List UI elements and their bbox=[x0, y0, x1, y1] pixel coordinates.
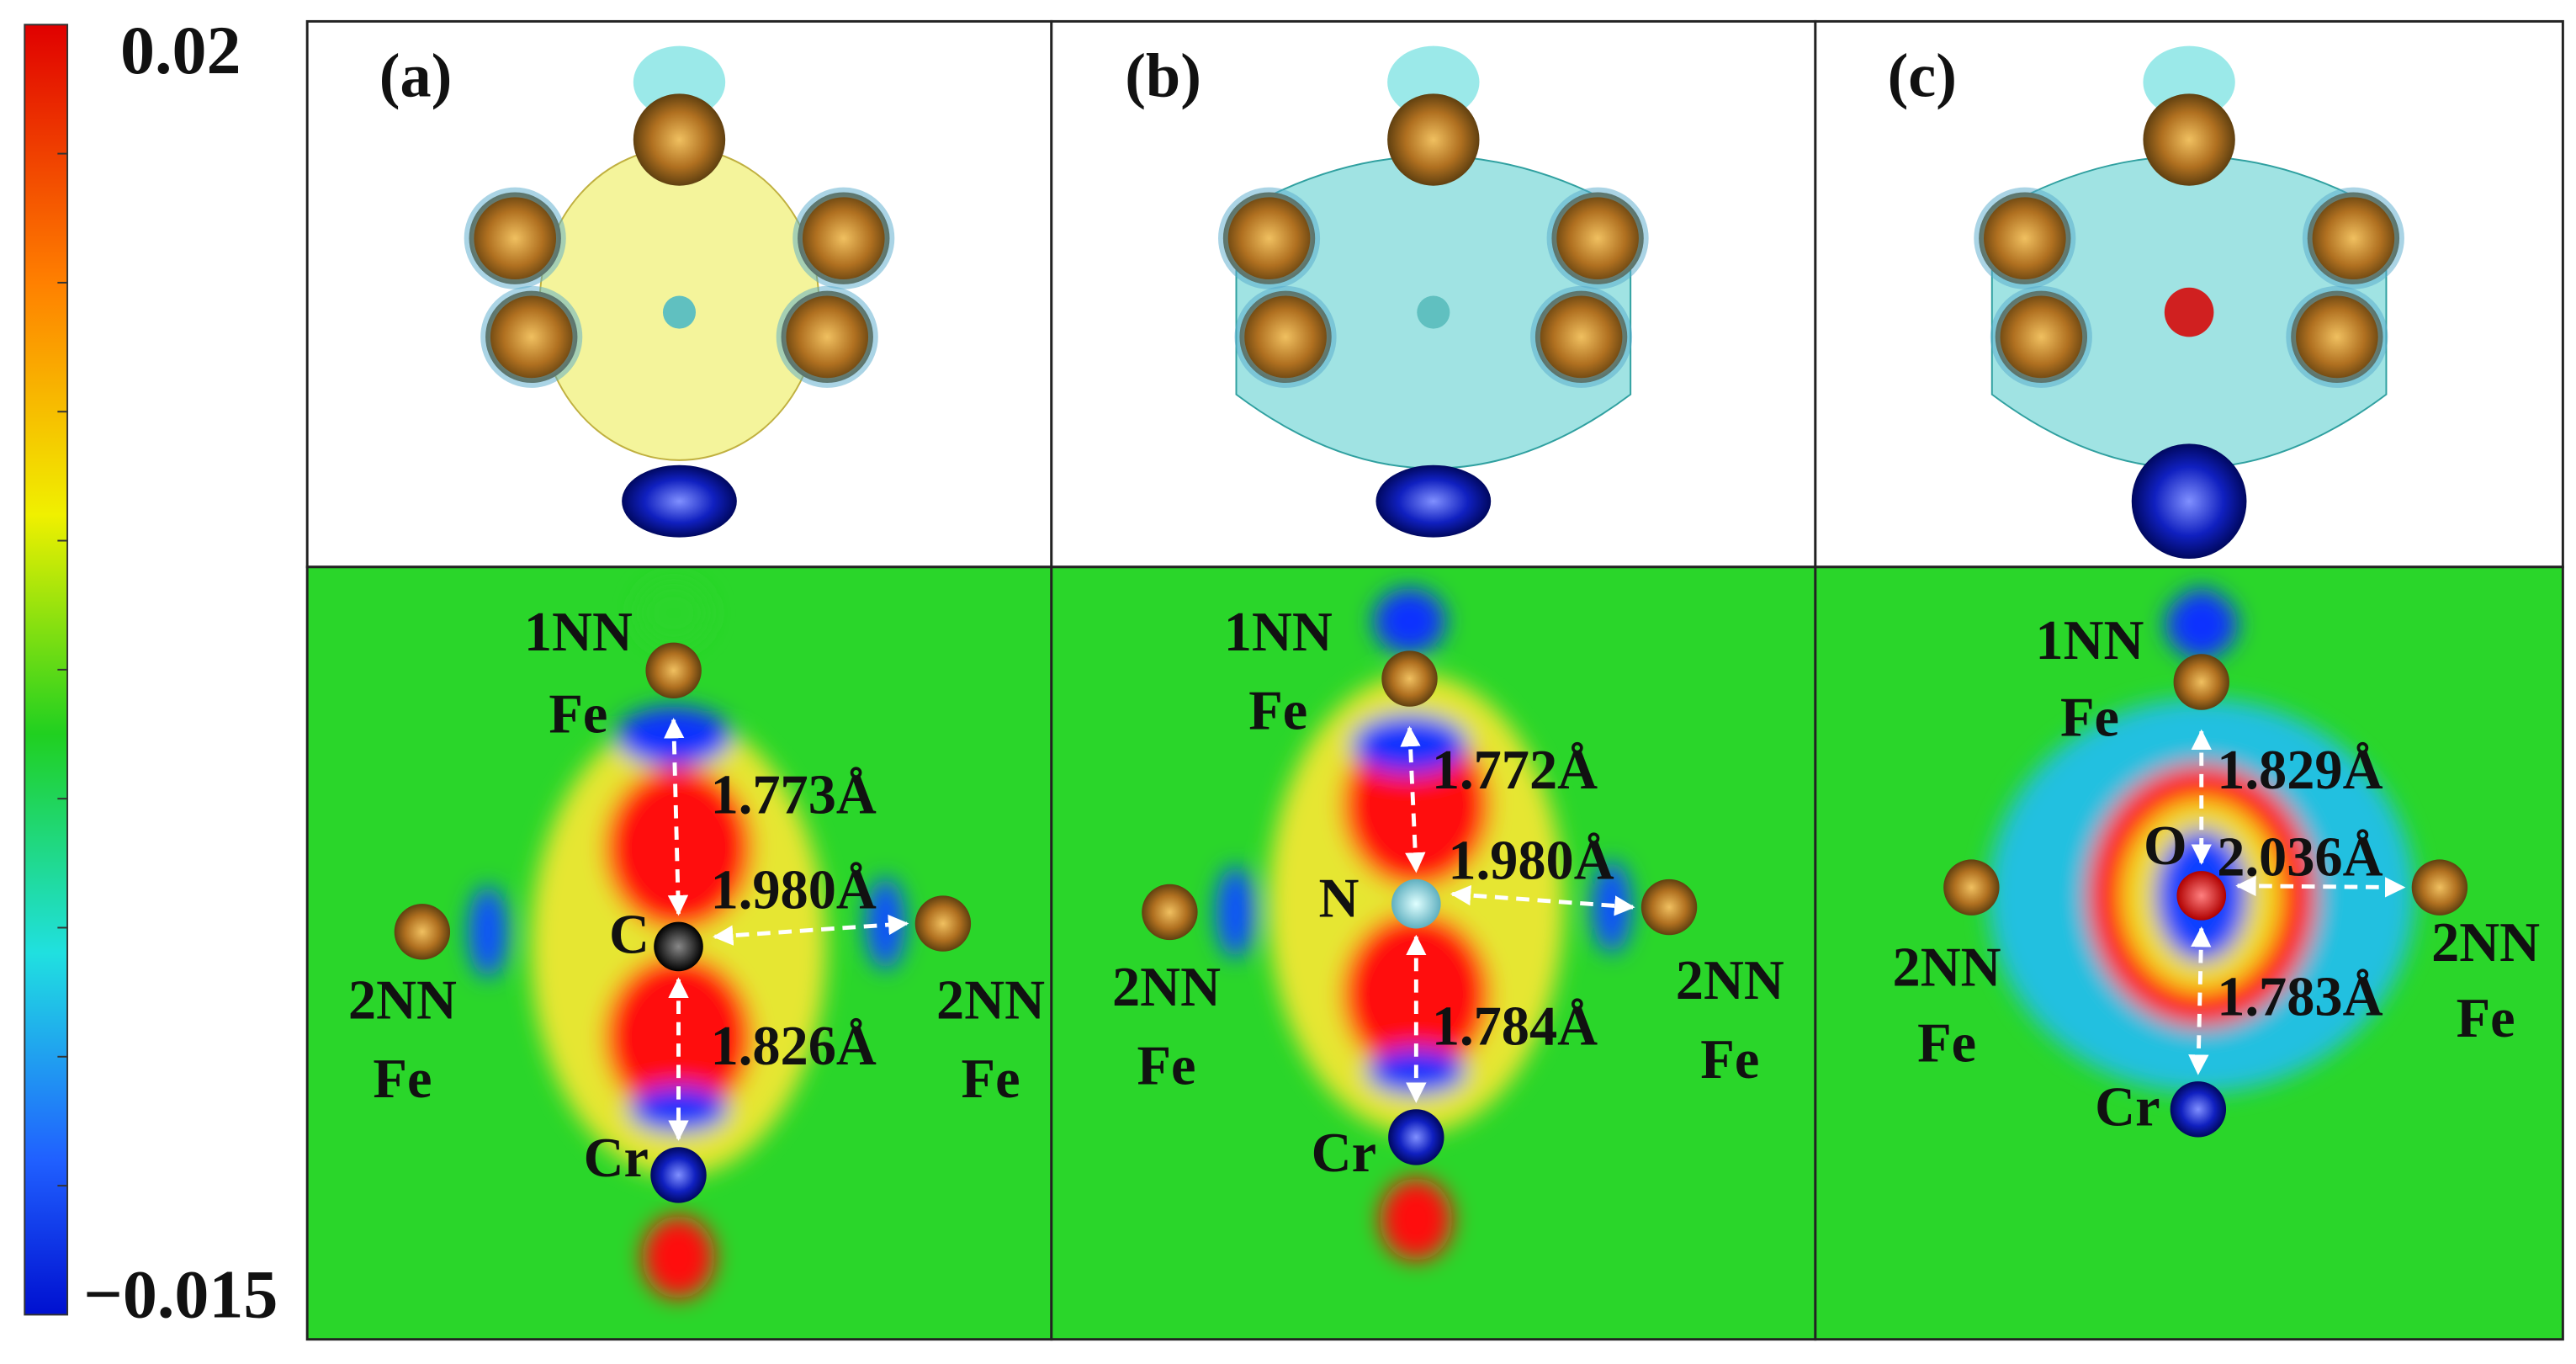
distance-label: 1.773Å bbox=[711, 764, 877, 825]
depletion bbox=[2165, 592, 2238, 658]
isosurface bbox=[1218, 45, 1649, 538]
fe-atom bbox=[2286, 285, 2388, 388]
distance-label: 2.036Å bbox=[2217, 827, 2383, 889]
fe-atom bbox=[1381, 650, 1438, 707]
isosurface bbox=[1974, 45, 2404, 560]
atom-label: Fe bbox=[373, 1048, 432, 1110]
distance-arrow bbox=[664, 717, 689, 916]
accumulation bbox=[1380, 1178, 1453, 1261]
fe-atom bbox=[2411, 859, 2468, 916]
atom-label: 2NN bbox=[1112, 957, 1221, 1018]
atom-label: 1NN bbox=[524, 602, 633, 663]
distance-label: 1.829Å bbox=[2217, 740, 2383, 801]
atom-label: Fe bbox=[962, 1048, 1020, 1110]
center-atom bbox=[2164, 287, 2214, 337]
cr-atom bbox=[650, 1147, 707, 1203]
depletion bbox=[616, 706, 731, 767]
cr-atom bbox=[1388, 1109, 1444, 1165]
fe-atom bbox=[1546, 187, 1649, 289]
cr-atom bbox=[2170, 1081, 2227, 1138]
atom-label: Fe bbox=[1700, 1029, 1759, 1091]
center-atom bbox=[2176, 871, 2227, 921]
fe-atom bbox=[2173, 654, 2229, 710]
fe-atom bbox=[2302, 187, 2404, 289]
distance-label: 1.980Å bbox=[711, 860, 877, 921]
depletion bbox=[1373, 588, 1446, 655]
atom-label: 1NN bbox=[1224, 602, 1333, 663]
atom-label: Cr bbox=[2095, 1076, 2160, 1138]
atom-label: Fe bbox=[549, 684, 607, 746]
atom-label: Fe bbox=[1917, 1012, 1976, 1074]
distance-label: 1.980Å bbox=[1448, 830, 1614, 891]
fe-atom bbox=[792, 187, 895, 289]
center-atom bbox=[662, 295, 697, 329]
distance-arrow bbox=[1400, 725, 1426, 873]
fe-atom bbox=[645, 642, 702, 699]
fe-atom bbox=[1387, 93, 1480, 186]
accumulation bbox=[642, 1216, 715, 1298]
fe-atom bbox=[1990, 285, 2092, 388]
fe-atom bbox=[1142, 884, 1198, 941]
atom-label: 1NN bbox=[2035, 610, 2144, 671]
center-atom bbox=[654, 921, 703, 972]
atom-label: 2NN bbox=[1676, 950, 1784, 1011]
atom-label: Fe bbox=[2060, 687, 2119, 749]
distance-label: 1.826Å bbox=[711, 1016, 877, 1077]
cr-atom bbox=[622, 464, 737, 538]
atom-label: 2NN bbox=[936, 969, 1045, 1031]
depletion bbox=[637, 580, 710, 646]
atom-label: Fe bbox=[2457, 988, 2515, 1049]
fe-atom bbox=[1218, 187, 1321, 289]
fe-atom bbox=[1943, 859, 2000, 916]
fe-atom bbox=[1974, 187, 2076, 289]
distance-arrow bbox=[2188, 926, 2212, 1075]
colorbar-min: −0.015 bbox=[83, 1256, 278, 1333]
depletion bbox=[468, 885, 508, 979]
atom-label: Fe bbox=[1137, 1036, 1195, 1097]
panel-label: (b) bbox=[1125, 42, 1201, 111]
distance-arrow bbox=[2235, 875, 2406, 898]
fe-atom bbox=[776, 285, 878, 388]
isosurface bbox=[464, 45, 895, 538]
center-atom bbox=[1391, 878, 1441, 929]
fe-atom bbox=[480, 285, 583, 388]
atom-label: O bbox=[2144, 815, 2187, 877]
fe-atom bbox=[633, 93, 726, 186]
fe-atom bbox=[1640, 878, 1698, 936]
distance-label: 1.784Å bbox=[1432, 996, 1598, 1058]
fe-atom bbox=[914, 895, 972, 952]
center-atom bbox=[1417, 295, 1450, 329]
panel-label: (c) bbox=[1888, 42, 1957, 111]
distance-label: 1.772Å bbox=[1432, 740, 1598, 801]
atom-label: Cr bbox=[584, 1128, 649, 1189]
depletion bbox=[1216, 866, 1255, 958]
fe-atom bbox=[394, 904, 451, 960]
fe-atom bbox=[2143, 93, 2235, 186]
atom-label: C bbox=[609, 904, 649, 965]
atom-label: 2NN bbox=[348, 969, 457, 1031]
fe-atom bbox=[1234, 285, 1337, 388]
atom-label: Fe bbox=[1248, 681, 1307, 742]
panel-label: (a) bbox=[379, 42, 453, 111]
atom-label: 2NN bbox=[2431, 912, 2540, 974]
atom-label: Cr bbox=[1312, 1123, 1376, 1184]
fe-atom bbox=[464, 187, 566, 289]
atom-label: N bbox=[1319, 868, 1360, 929]
distance-label: 1.783Å bbox=[2217, 967, 2383, 1028]
colorbar-max: 0.02 bbox=[120, 12, 241, 88]
distance-arrow bbox=[1450, 884, 1635, 916]
atom-label: 2NN bbox=[1893, 937, 2001, 998]
cr-atom bbox=[2131, 443, 2247, 560]
cr-atom bbox=[1375, 464, 1492, 538]
fe-atom bbox=[1530, 285, 1633, 388]
distance-arrow bbox=[713, 914, 909, 946]
